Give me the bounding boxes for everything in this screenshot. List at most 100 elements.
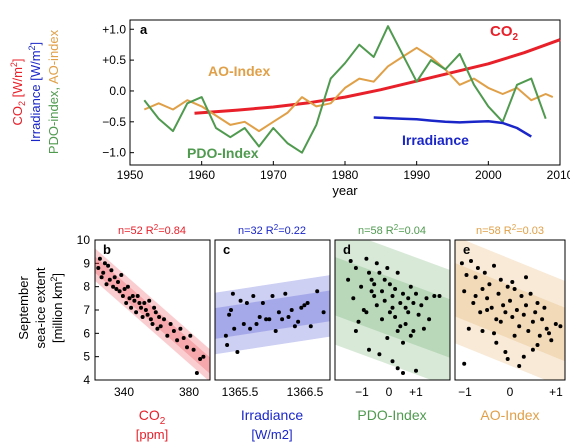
bottom-row: September sea-ice extent [million km2] 4… <box>16 223 566 442</box>
data-point <box>510 315 515 319</box>
data-point <box>367 347 371 352</box>
data-point <box>482 270 487 275</box>
data-point <box>503 350 508 354</box>
data-point <box>286 315 291 319</box>
data-point <box>162 317 166 322</box>
panel-d-xtick-1: −1 <box>355 385 369 399</box>
data-point <box>137 301 142 305</box>
data-point <box>315 289 320 294</box>
data-point <box>395 329 400 333</box>
data-point <box>369 277 374 282</box>
x-tick-label: 2000 <box>475 168 502 182</box>
panel-a-ylabel-pdo-ao: PDO-index, AO-index <box>46 29 61 154</box>
data-point <box>359 284 364 289</box>
data-point <box>232 326 237 331</box>
data-point <box>393 315 398 319</box>
x-tick-label: 1950 <box>117 168 144 182</box>
data-point <box>125 284 130 289</box>
data-point <box>505 357 510 361</box>
y-tick-label: 4 <box>83 373 90 387</box>
data-point <box>356 319 361 324</box>
data-point <box>377 352 382 357</box>
data-point <box>387 282 392 287</box>
data-point <box>168 322 173 326</box>
data-point <box>374 261 379 266</box>
series-line-irradiance <box>373 116 532 138</box>
data-point <box>171 329 176 333</box>
panel-c-xtick-1: 1365.5 <box>222 385 259 399</box>
data-point <box>537 333 542 338</box>
data-point <box>223 333 228 338</box>
data-point <box>489 305 494 310</box>
bottom-ylabel-line2: sea-ice extent <box>33 267 48 348</box>
data-point <box>302 303 307 308</box>
panel-c-xtick-2: 1366.5 <box>287 385 324 399</box>
data-point <box>364 310 369 315</box>
x-tick-label: 1960 <box>188 168 215 182</box>
data-point <box>264 317 269 322</box>
panel-e-stats: n=58 R2=0.03 <box>476 223 544 237</box>
data-point <box>517 364 522 368</box>
data-point <box>419 303 424 308</box>
data-point <box>471 301 476 305</box>
data-point <box>280 317 285 322</box>
data-point <box>512 287 517 291</box>
y-tick-label: 10 <box>77 233 91 247</box>
panel-c-xlabel: Irradiance <box>241 407 303 423</box>
data-point <box>462 361 467 366</box>
data-point <box>158 324 163 329</box>
bottom-ylabel-unit: [million km2] <box>49 273 65 343</box>
data-point <box>503 310 508 315</box>
data-point <box>321 310 326 315</box>
data-point <box>521 354 526 359</box>
panel-e-xtick-2: 0 <box>507 385 514 399</box>
data-point <box>411 301 416 305</box>
data-point <box>424 296 429 301</box>
data-point <box>308 324 313 329</box>
data-point <box>421 326 426 331</box>
data-point <box>464 273 469 277</box>
panel-b-stats: n=52 R2=0.84 <box>118 223 186 237</box>
data-point <box>519 294 524 298</box>
panel-c: c n=32 R2=0.22 1365.5 1366.5 Irradiance … <box>214 223 331 442</box>
data-point <box>549 338 554 343</box>
data-point <box>524 303 528 308</box>
data-point <box>512 333 517 338</box>
series-line-co2 <box>194 38 561 115</box>
data-point <box>475 266 480 270</box>
data-point <box>292 324 297 329</box>
panel-e-points <box>459 259 563 368</box>
panel-a-frame <box>129 19 561 166</box>
data-point <box>114 287 119 291</box>
data-point <box>241 322 246 326</box>
data-point <box>390 359 395 364</box>
data-point <box>408 284 413 289</box>
bottom-ylabel-line1: September <box>16 276 31 340</box>
data-point <box>145 312 150 317</box>
data-point <box>181 336 186 340</box>
data-point <box>427 317 432 322</box>
data-point <box>382 277 387 282</box>
x-tick-label: 1970 <box>260 168 287 182</box>
data-point <box>406 310 411 315</box>
panel-b-points <box>96 256 206 375</box>
data-point <box>273 329 278 333</box>
data-point <box>116 280 120 284</box>
data-point <box>401 340 405 345</box>
data-point <box>411 329 416 333</box>
data-point <box>542 305 547 310</box>
data-point <box>496 291 501 296</box>
panel-a-xlabel: year <box>332 183 358 198</box>
y-tick-label: 6 <box>83 326 90 340</box>
data-point <box>102 261 107 266</box>
data-point <box>127 296 132 301</box>
data-point <box>469 259 473 263</box>
y-tick-label: 8 <box>83 280 90 294</box>
data-point <box>227 312 232 317</box>
data-point <box>225 343 230 347</box>
data-point <box>382 298 387 303</box>
data-point <box>514 308 519 312</box>
data-point <box>260 301 265 305</box>
y-tick-label: −0.5 <box>102 115 126 129</box>
panel-c-xlabel-unit: [W/m2] <box>251 427 292 442</box>
